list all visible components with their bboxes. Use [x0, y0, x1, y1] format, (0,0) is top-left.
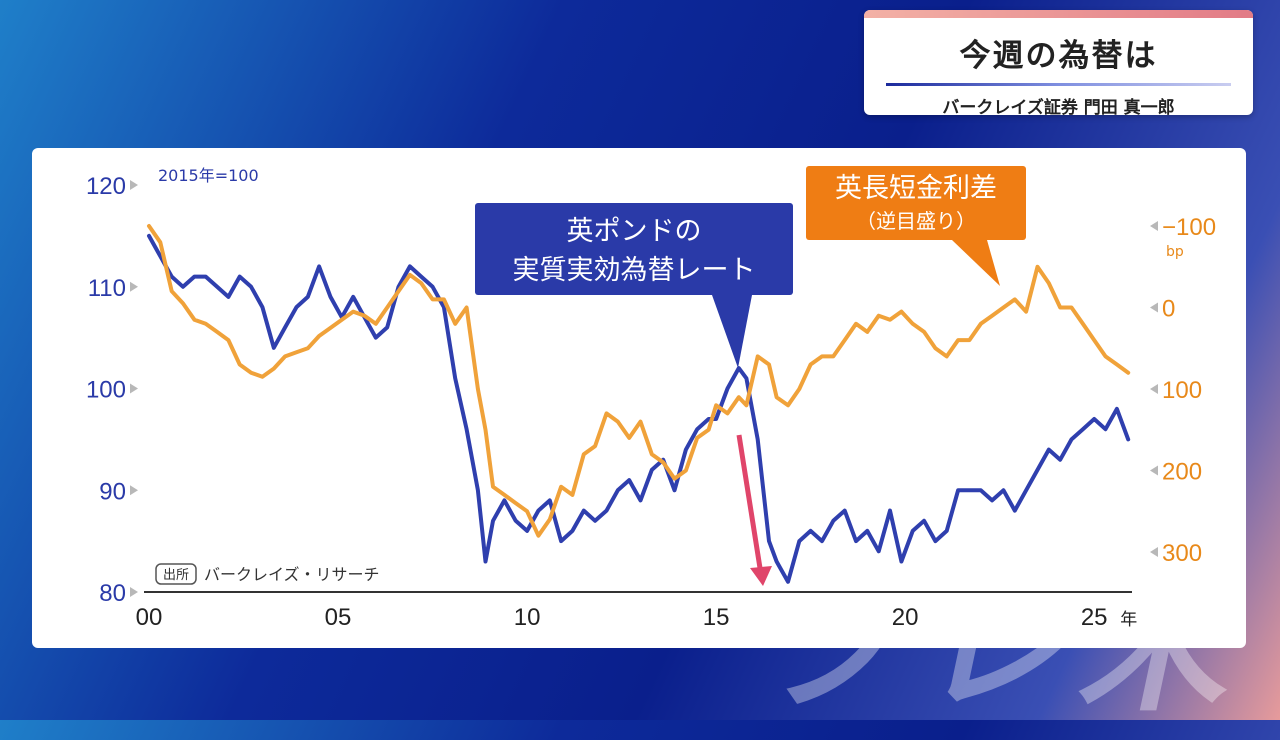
left-tick-label: 80	[99, 580, 126, 607]
right-tick-label: 100	[1162, 377, 1202, 404]
page-title: 今週の為替は	[959, 38, 1158, 74]
right-tick-label: 300	[1162, 540, 1202, 567]
left-tick-label: 100	[86, 377, 126, 404]
right-tick-label: 0	[1162, 296, 1175, 323]
left-tick-marker	[130, 587, 138, 597]
base-note: 2015年=100	[158, 166, 259, 185]
x-tick-label: 05	[325, 604, 352, 631]
right-tick-marker	[1150, 384, 1158, 394]
right-tick-marker	[1150, 302, 1158, 313]
x-tick-label: 25	[1081, 604, 1108, 631]
title-divider	[886, 83, 1231, 86]
page-subtitle: バークレイズ証券 門田 真一郎	[942, 98, 1175, 115]
x-tick-label: 15	[703, 604, 730, 631]
spread-label-box	[806, 166, 1026, 240]
title-accent-bar	[864, 10, 1253, 18]
x-tick-label: 00	[136, 604, 163, 631]
left-tick-label: 110	[88, 275, 126, 302]
source-badge-text: 出所	[163, 568, 189, 583]
left-tick-marker	[130, 281, 138, 292]
left-tick-marker	[130, 485, 138, 496]
yield-spread-line	[147, 224, 1131, 538]
chart-panel: 00 05 10 15 20 25 年 80 90 100 110 120 2015年=100 −100 0…	[32, 148, 1246, 648]
spread-label-pointer	[952, 240, 1000, 286]
spread-label-line1: 英長短金利差	[835, 173, 997, 204]
chart-svg: 00 05 10 15 20 25 年 80 90 100 110 120 2015年=100 −100 0…	[86, 166, 1216, 631]
left-tick-label: 90	[99, 478, 126, 505]
decline-arrow-head	[750, 566, 772, 586]
gbp-reer-line	[147, 233, 1131, 584]
gbp-label-line2: 実質実効為替レート	[513, 255, 756, 286]
gbp-label-line1: 英ポンドの	[567, 216, 702, 247]
left-tick-marker	[130, 180, 138, 190]
source-badge	[155, 563, 197, 585]
right-tick-label: 200	[1162, 459, 1202, 486]
right-tick-marker	[1150, 465, 1158, 476]
left-tick-marker	[130, 383, 138, 394]
title-card: 今週の為替は バークレイズ証券 門田 真一郎	[864, 10, 1253, 115]
spread-label-line2: （逆目盛り）	[856, 209, 976, 233]
right-axis-unit: bp	[1166, 244, 1184, 260]
right-tick-label: −100	[1162, 214, 1216, 241]
gbp-label-pointer	[712, 295, 752, 368]
gbp-label-box	[475, 203, 793, 295]
right-tick-marker	[1150, 547, 1158, 557]
decline-arrow-shaft	[736, 434, 763, 569]
source-text: バークレイズ・リサーチ	[204, 565, 380, 584]
x-tick-label: 20	[892, 604, 919, 631]
x-unit-label: 年	[1120, 610, 1137, 630]
right-tick-marker	[1150, 221, 1158, 231]
left-tick-label: 120	[86, 173, 126, 200]
x-tick-label: 10	[514, 604, 541, 631]
